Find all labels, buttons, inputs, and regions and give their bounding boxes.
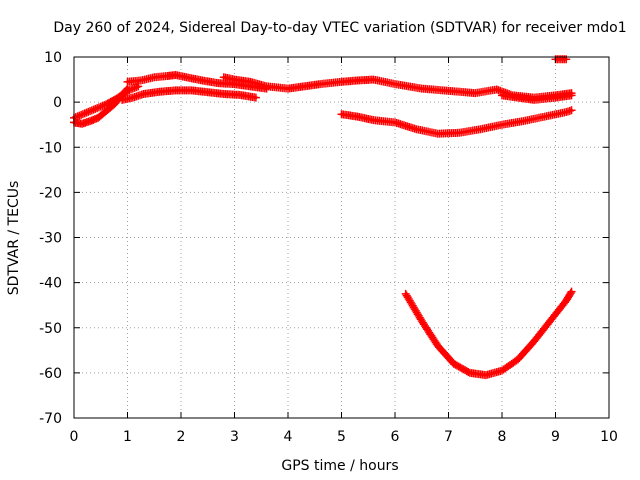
data-point-marker — [566, 289, 575, 298]
y-tick-label: -70 — [39, 411, 62, 427]
data-point-marker — [251, 93, 260, 102]
x-tick-label: 6 — [391, 429, 400, 445]
y-axis-label: SDTVAR / TECUs — [6, 181, 22, 296]
data-point-marker — [562, 55, 571, 64]
data-point-marker — [93, 104, 102, 113]
x-axis-label: GPS time / hours — [281, 458, 398, 474]
series-6 — [498, 91, 576, 104]
x-tick-label: 3 — [230, 429, 239, 445]
data-point-marker — [134, 82, 143, 91]
data-point-marker — [98, 101, 107, 110]
x-tick-label: 1 — [123, 429, 132, 445]
x-tick-label: 7 — [444, 429, 453, 445]
x-tick-label: 4 — [284, 429, 293, 445]
x-tick-label: 8 — [498, 429, 507, 445]
series-8 — [337, 106, 576, 138]
y-tick-label: -50 — [39, 321, 62, 337]
series-9 — [401, 287, 576, 380]
data-point-marker — [122, 85, 131, 94]
data-point-marker — [567, 91, 576, 100]
y-tick-label: -60 — [39, 366, 62, 382]
axis-ticks: 0 1 2 3 4 5 6 7 8 9 10 10 0 -10 -20 -30 -40 -50 -60 -70 — [39, 50, 618, 445]
y-tick-label: 0 — [53, 95, 62, 111]
x-tick-label: 5 — [337, 429, 346, 445]
data-point-marker — [84, 107, 93, 116]
y-tick-label: -20 — [39, 185, 62, 201]
y-tick-label: -30 — [39, 231, 62, 247]
chart-title: Day 260 of 2024, Sidereal Day-to-day VTE… — [53, 20, 626, 36]
data-point-marker — [80, 109, 89, 118]
data-point-marker — [123, 84, 132, 93]
data-point-marker — [91, 104, 100, 113]
series-7 — [551, 55, 571, 64]
series-4 — [118, 86, 260, 104]
data-point-marker — [94, 103, 103, 112]
data-point-marker — [75, 111, 84, 120]
data-point-marker — [82, 108, 91, 117]
x-tick-label: 10 — [600, 429, 618, 445]
x-tick-label: 2 — [177, 429, 186, 445]
series-3 — [123, 71, 271, 93]
data-point-marker — [96, 102, 105, 111]
y-tick-label: -10 — [39, 140, 62, 156]
data-point-marker — [78, 110, 87, 119]
data-point-marker — [89, 105, 98, 114]
data-point-marker — [130, 83, 139, 92]
data-point-marker — [77, 110, 86, 119]
x-tick-label: 0 — [70, 429, 79, 445]
x-tick-label: 9 — [551, 429, 560, 445]
series-2 — [70, 84, 132, 128]
data-point-marker — [86, 107, 95, 116]
data-point-marker — [567, 106, 576, 115]
y-tick-label: 10 — [44, 50, 62, 66]
y-tick-label: -40 — [39, 276, 62, 292]
data-point-marker — [87, 106, 96, 115]
data-series — [70, 55, 576, 380]
data-point-marker — [567, 287, 576, 296]
